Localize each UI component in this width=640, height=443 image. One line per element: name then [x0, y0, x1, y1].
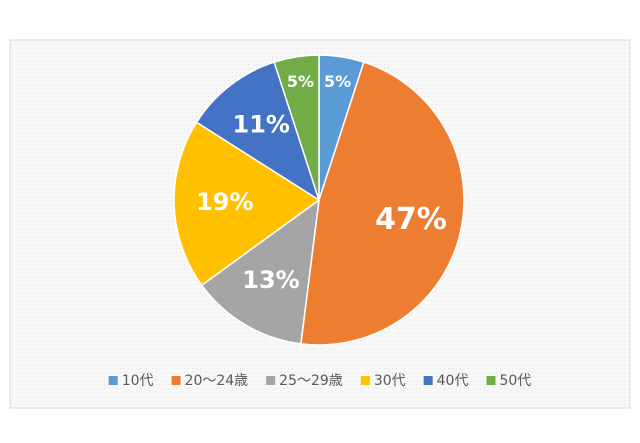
legend-label: 20～24歳 [185, 373, 249, 389]
legend-swatch [360, 376, 370, 385]
legend-swatch [423, 376, 433, 385]
pie-slice [195, 61, 321, 202]
legend-item: 10代 [108, 373, 154, 389]
data-label: 47% [375, 202, 447, 237]
pie-slice [173, 121, 321, 287]
data-label: 19% [196, 188, 253, 216]
legend-item: 20～24歳 [171, 373, 249, 389]
legend-item: 40代 [423, 373, 469, 389]
data-label: 11% [233, 111, 290, 139]
pie-slice [273, 54, 320, 201]
legend-label: 50代 [499, 373, 531, 389]
pie-slice [299, 61, 465, 346]
legend-item: 25～29歳 [266, 373, 343, 389]
legend-item: 50代 [486, 373, 531, 389]
legend-swatch [486, 376, 496, 385]
data-label: 5% [324, 72, 351, 91]
legend-label: 10代 [122, 373, 154, 389]
legend-swatch [108, 376, 118, 385]
legend-item: 30代 [360, 373, 406, 389]
legend-label: 25～29歳 [279, 373, 343, 389]
legend-label: 30代 [374, 373, 406, 389]
legend-label: 40代 [437, 373, 469, 389]
data-label: 13% [242, 266, 299, 294]
data-label: 5% [287, 72, 314, 91]
legend-swatch [266, 376, 276, 385]
pie-slice [200, 198, 320, 345]
legend-swatch [171, 376, 181, 385]
